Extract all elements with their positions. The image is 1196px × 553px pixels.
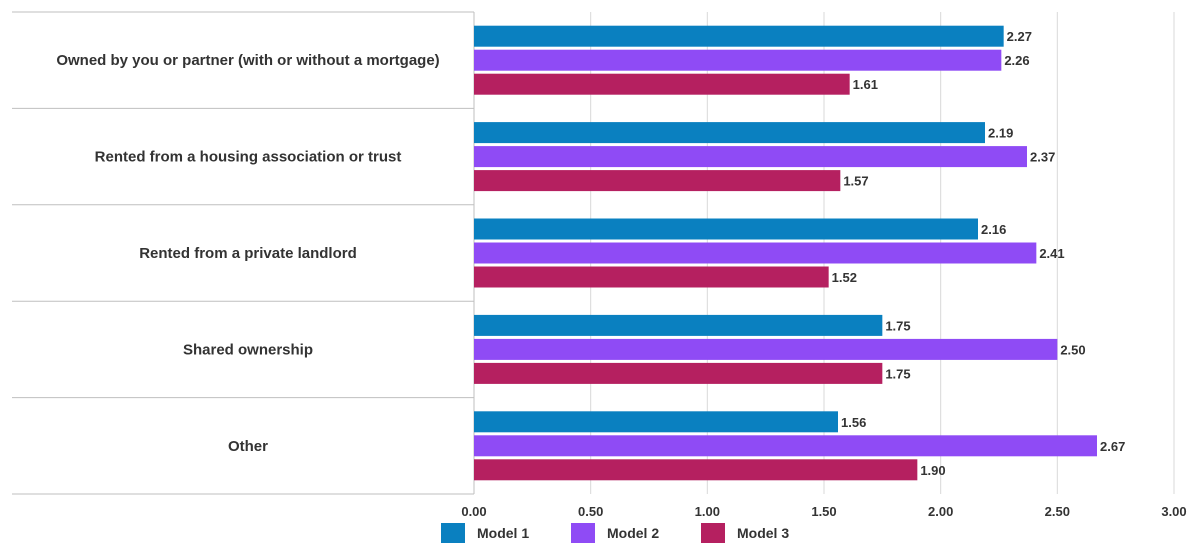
x-tick-label: 2.00 xyxy=(928,504,953,519)
bar xyxy=(474,266,829,288)
data-label: 1.56 xyxy=(841,415,866,430)
data-label: 2.37 xyxy=(1030,150,1055,165)
legend-swatch xyxy=(441,523,465,543)
legend-label: Model 2 xyxy=(607,525,659,541)
data-label: 1.57 xyxy=(843,174,868,189)
category-label: Rented from a private landlord xyxy=(139,245,357,262)
legend-label: Model 1 xyxy=(477,525,529,541)
bar xyxy=(474,25,1004,47)
bar xyxy=(474,122,985,144)
bar xyxy=(474,170,841,192)
bars xyxy=(474,25,1097,481)
data-labels: 2.27 2.26 1.61 2.19 2.37 1.57 2.16 2.41 1.52 1.75… xyxy=(832,29,1126,478)
category-labels: Owned by you or partner (with or without… xyxy=(56,52,439,455)
data-label: 1.75 xyxy=(885,366,910,381)
legend-swatch xyxy=(701,523,725,543)
legend-swatch xyxy=(571,523,595,543)
bar xyxy=(474,73,850,95)
category-label: Rented from a housing association or tru… xyxy=(95,149,402,166)
bar xyxy=(474,146,1027,168)
bar xyxy=(474,314,883,336)
legend: Model 1 Model 2 Model 3 xyxy=(441,523,789,543)
x-axis-ticks: 0.00 0.50 1.00 1.50 2.00 2.50 3.00 xyxy=(461,504,1186,519)
data-label: 2.27 xyxy=(1007,29,1032,44)
category-label: Other xyxy=(228,438,268,455)
data-label: 1.52 xyxy=(832,270,857,285)
data-label: 1.61 xyxy=(853,77,878,92)
bar xyxy=(474,459,918,481)
data-label: 2.16 xyxy=(981,222,1006,237)
x-tick-label: 3.00 xyxy=(1161,504,1186,519)
x-tick-label: 0.00 xyxy=(461,504,486,519)
legend-label: Model 3 xyxy=(737,525,789,541)
x-tick-label: 1.50 xyxy=(811,504,836,519)
bar xyxy=(474,218,978,240)
bar xyxy=(474,362,883,384)
x-tick-label: 1.00 xyxy=(695,504,720,519)
bar xyxy=(474,242,1037,264)
data-label: 1.90 xyxy=(920,463,945,478)
bar xyxy=(474,435,1097,457)
bar xyxy=(474,338,1058,360)
data-label: 2.50 xyxy=(1060,342,1085,357)
bar xyxy=(474,411,838,433)
data-label: 2.41 xyxy=(1039,246,1064,261)
x-tick-label: 2.50 xyxy=(1045,504,1070,519)
category-label: Owned by you or partner (with or without… xyxy=(56,52,439,69)
data-label: 1.75 xyxy=(885,318,910,333)
data-label: 2.67 xyxy=(1100,439,1125,454)
x-tick-label: 0.50 xyxy=(578,504,603,519)
bar xyxy=(474,49,1002,71)
category-label: Shared ownership xyxy=(183,341,313,358)
data-label: 2.26 xyxy=(1004,53,1029,68)
data-label: 2.19 xyxy=(988,126,1013,141)
